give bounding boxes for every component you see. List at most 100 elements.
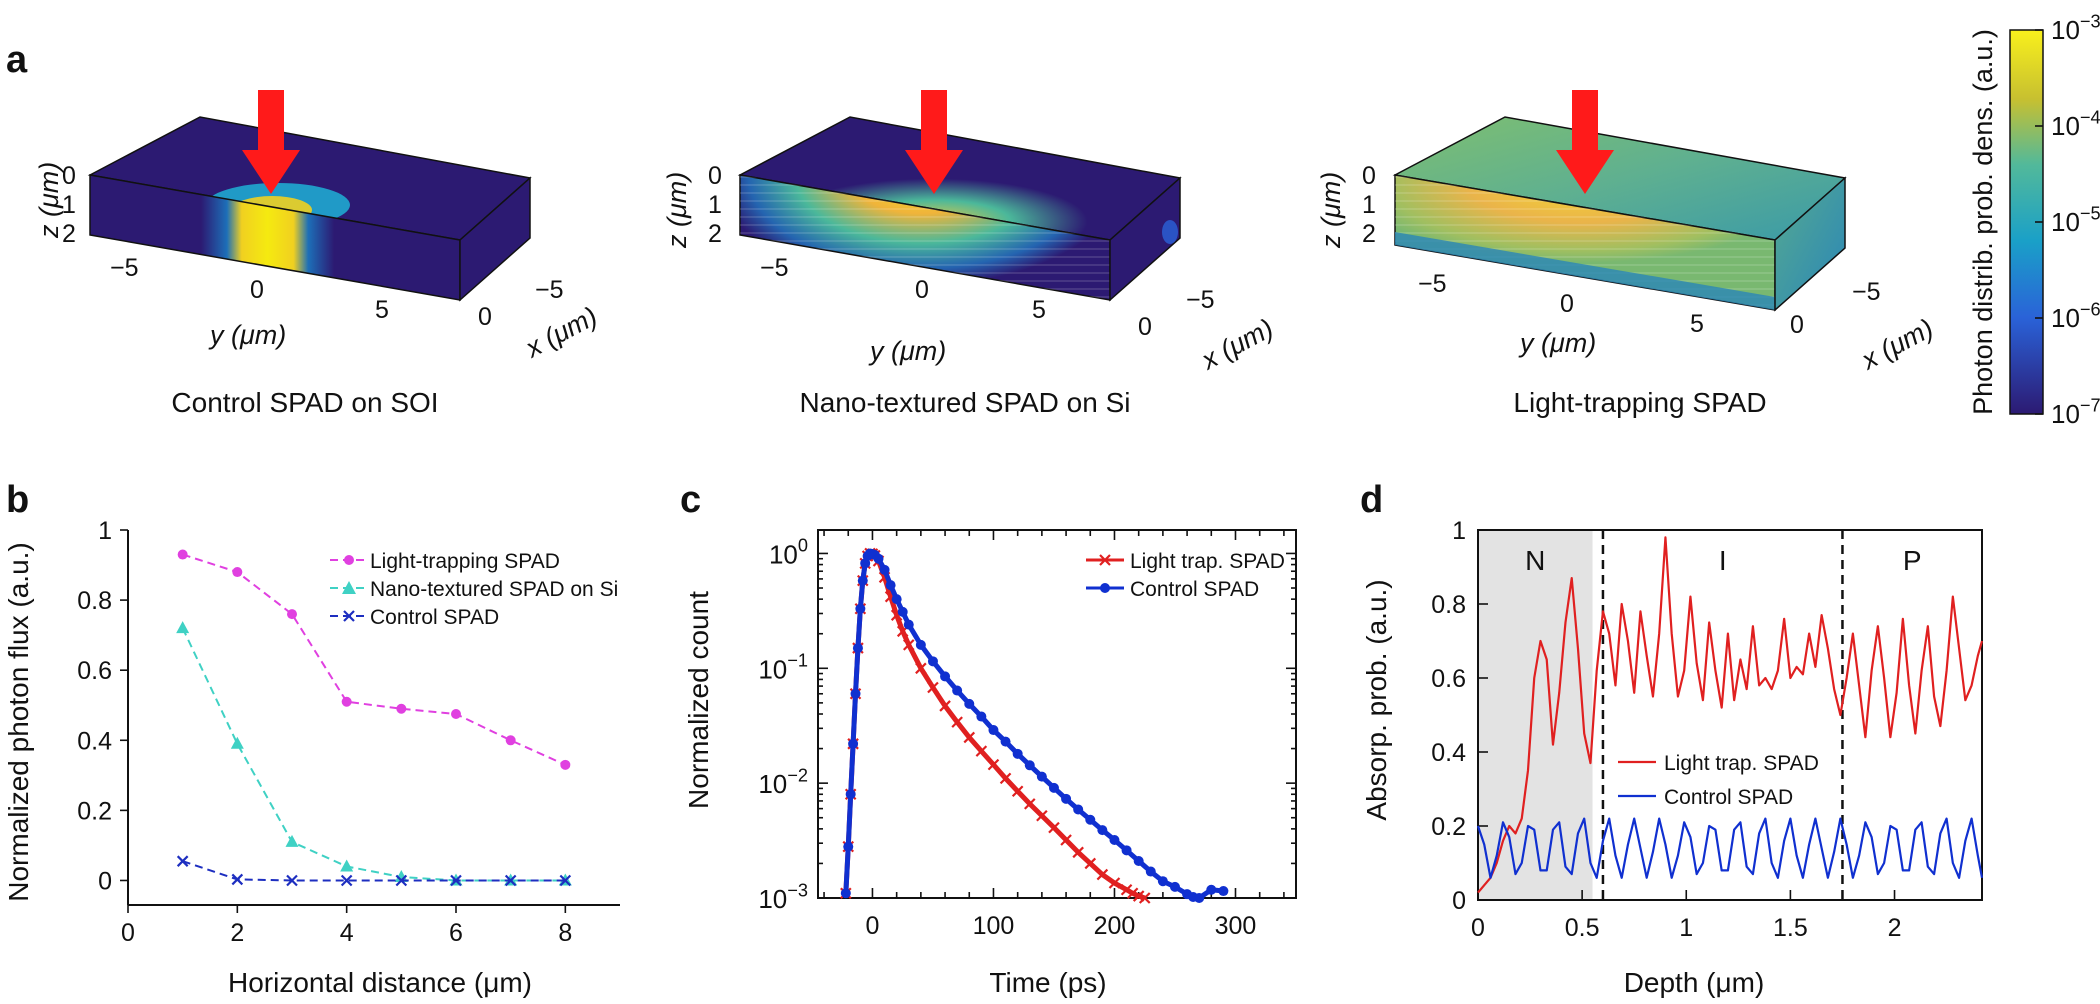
panel-b-label: b: [6, 479, 29, 521]
data-point: [1085, 814, 1096, 825]
x-tick-label: 0: [866, 912, 880, 940]
colorbar-tick-label: 10−7: [2051, 395, 2100, 429]
data-point: [873, 553, 884, 564]
data-point: [840, 888, 851, 899]
power-base: 10: [758, 654, 787, 684]
data-point: [1206, 884, 1217, 895]
z-tick: 2: [708, 220, 722, 248]
data-point: [1000, 736, 1011, 747]
legend-label-light-trapping: Light-trapping SPAD: [370, 550, 560, 573]
x-tick-label: 2: [230, 919, 244, 947]
data-point: [1023, 798, 1036, 810]
y-tick-label: 1: [1452, 517, 1466, 545]
colorbar-tick-label: 10−6: [2051, 299, 2100, 333]
data-point: [1061, 793, 1072, 804]
x-axis-title: Horizontal distance (μm): [228, 967, 532, 998]
data-point: [988, 725, 999, 736]
colorbar-tick-label: 10−3: [2051, 11, 2100, 45]
data-point: [897, 606, 908, 617]
data-point: [1012, 748, 1023, 759]
data-point: [1036, 771, 1047, 782]
data-point: [927, 656, 938, 667]
data-point: [395, 874, 408, 887]
data-point: [1096, 868, 1109, 881]
data-point: [1157, 876, 1168, 887]
power-base: 10: [2051, 15, 2080, 45]
y-tick-label: 0.8: [1431, 591, 1466, 619]
data-point: [952, 685, 963, 696]
z-tick: 1: [62, 191, 76, 219]
subplot-title: Light-trapping SPAD: [1513, 387, 1766, 418]
z-tick: 0: [708, 162, 722, 190]
data-point: [1036, 809, 1048, 822]
data-point: [940, 671, 951, 682]
data-point: [845, 789, 856, 800]
y-tick-label: 0.2: [77, 797, 112, 825]
data-point: [231, 873, 244, 886]
data-point: [850, 688, 861, 699]
data-point: [852, 643, 863, 654]
x-tick-label: 4: [340, 919, 354, 947]
series-line: [182, 553, 566, 766]
data-point: [999, 772, 1012, 785]
data-point: [1133, 855, 1144, 866]
data-point: [340, 859, 354, 872]
series-line: [1477, 536, 1984, 894]
power-base: 10: [758, 884, 787, 914]
data-point: [396, 703, 407, 714]
power-base: 10: [769, 539, 798, 569]
y-tick-label: 100: [769, 536, 808, 570]
x-tick-label: 0: [121, 919, 135, 947]
box-side-face: [1774, 176, 1846, 312]
x-tick-label: 8: [558, 919, 572, 947]
data-point: [286, 874, 298, 887]
y-axis-label: y (μm): [1518, 328, 1596, 358]
power-base: 10: [2051, 207, 2080, 237]
panel-b: b Normalized photon flux (a.u.) Horizont…: [3, 479, 620, 998]
data-point: [1108, 877, 1121, 889]
data-point: [450, 874, 462, 887]
power-exponent: −1: [787, 651, 808, 671]
colorbar-tick-label: 10−4: [2051, 107, 2100, 141]
data-point: [964, 698, 975, 709]
y-tick-label: 0.6: [1431, 665, 1466, 693]
data-point: [230, 736, 244, 749]
y-tick: −5: [110, 254, 139, 282]
y-tick: −5: [760, 254, 789, 282]
x-tick: 0: [478, 303, 492, 331]
series-line: [843, 550, 1224, 901]
legend-label-nano-textured: Nano-textured SPAD on Si: [370, 578, 618, 601]
y-tick: 5: [375, 296, 389, 324]
data-point: [885, 580, 896, 591]
data-point: [915, 662, 927, 675]
y-tick-label: 10−3: [758, 880, 808, 914]
z-tick: 0: [1362, 162, 1376, 190]
data-point: [285, 834, 299, 847]
incident-arrow: [1556, 90, 1614, 194]
data-point: [903, 619, 914, 630]
data-point: [1072, 846, 1084, 859]
z-tick: 1: [1362, 191, 1376, 219]
heatmap-light-trapping: z (μm) 0 1 2 −5 0 5 y (μm) −5 0 x (μm) L…: [1316, 90, 1938, 418]
y-axis-label: y (μm): [208, 320, 286, 350]
x-tick: 0: [1790, 311, 1804, 339]
y-tick: 0: [915, 276, 929, 304]
data-point: [1011, 785, 1024, 798]
data-point: [1126, 887, 1139, 900]
legend-label-light-trap: Light trap. SPAD: [1130, 550, 1285, 573]
x-axis-label: x (μm): [519, 301, 602, 364]
box-bottom-band: [1395, 232, 1775, 310]
data-point: [505, 735, 516, 746]
x-tick-label: 2: [1888, 914, 1902, 942]
colorbar: 10−310−410−510−610−7 Photon distrib. pro…: [1968, 11, 2100, 429]
data-point: [975, 745, 988, 757]
panel-d: d Absorp. prob. (a.u.) Depth (μm) N I P 0 0.…: [1360, 479, 1984, 998]
region-label: I: [1719, 545, 1727, 576]
z-tick: 0: [62, 162, 76, 190]
data-point: [1073, 804, 1084, 815]
box-front-texture: [1395, 175, 1775, 310]
colorbar-label: Photon distrib. prob. dens. (a.u.): [1968, 29, 1998, 415]
data-point: [902, 639, 915, 651]
heatmap-nano-textured: z (μm) 0 1 2 −5 0 5 y (μm) −5 0 x (μm) N…: [662, 90, 1278, 418]
data-point: [848, 738, 859, 749]
